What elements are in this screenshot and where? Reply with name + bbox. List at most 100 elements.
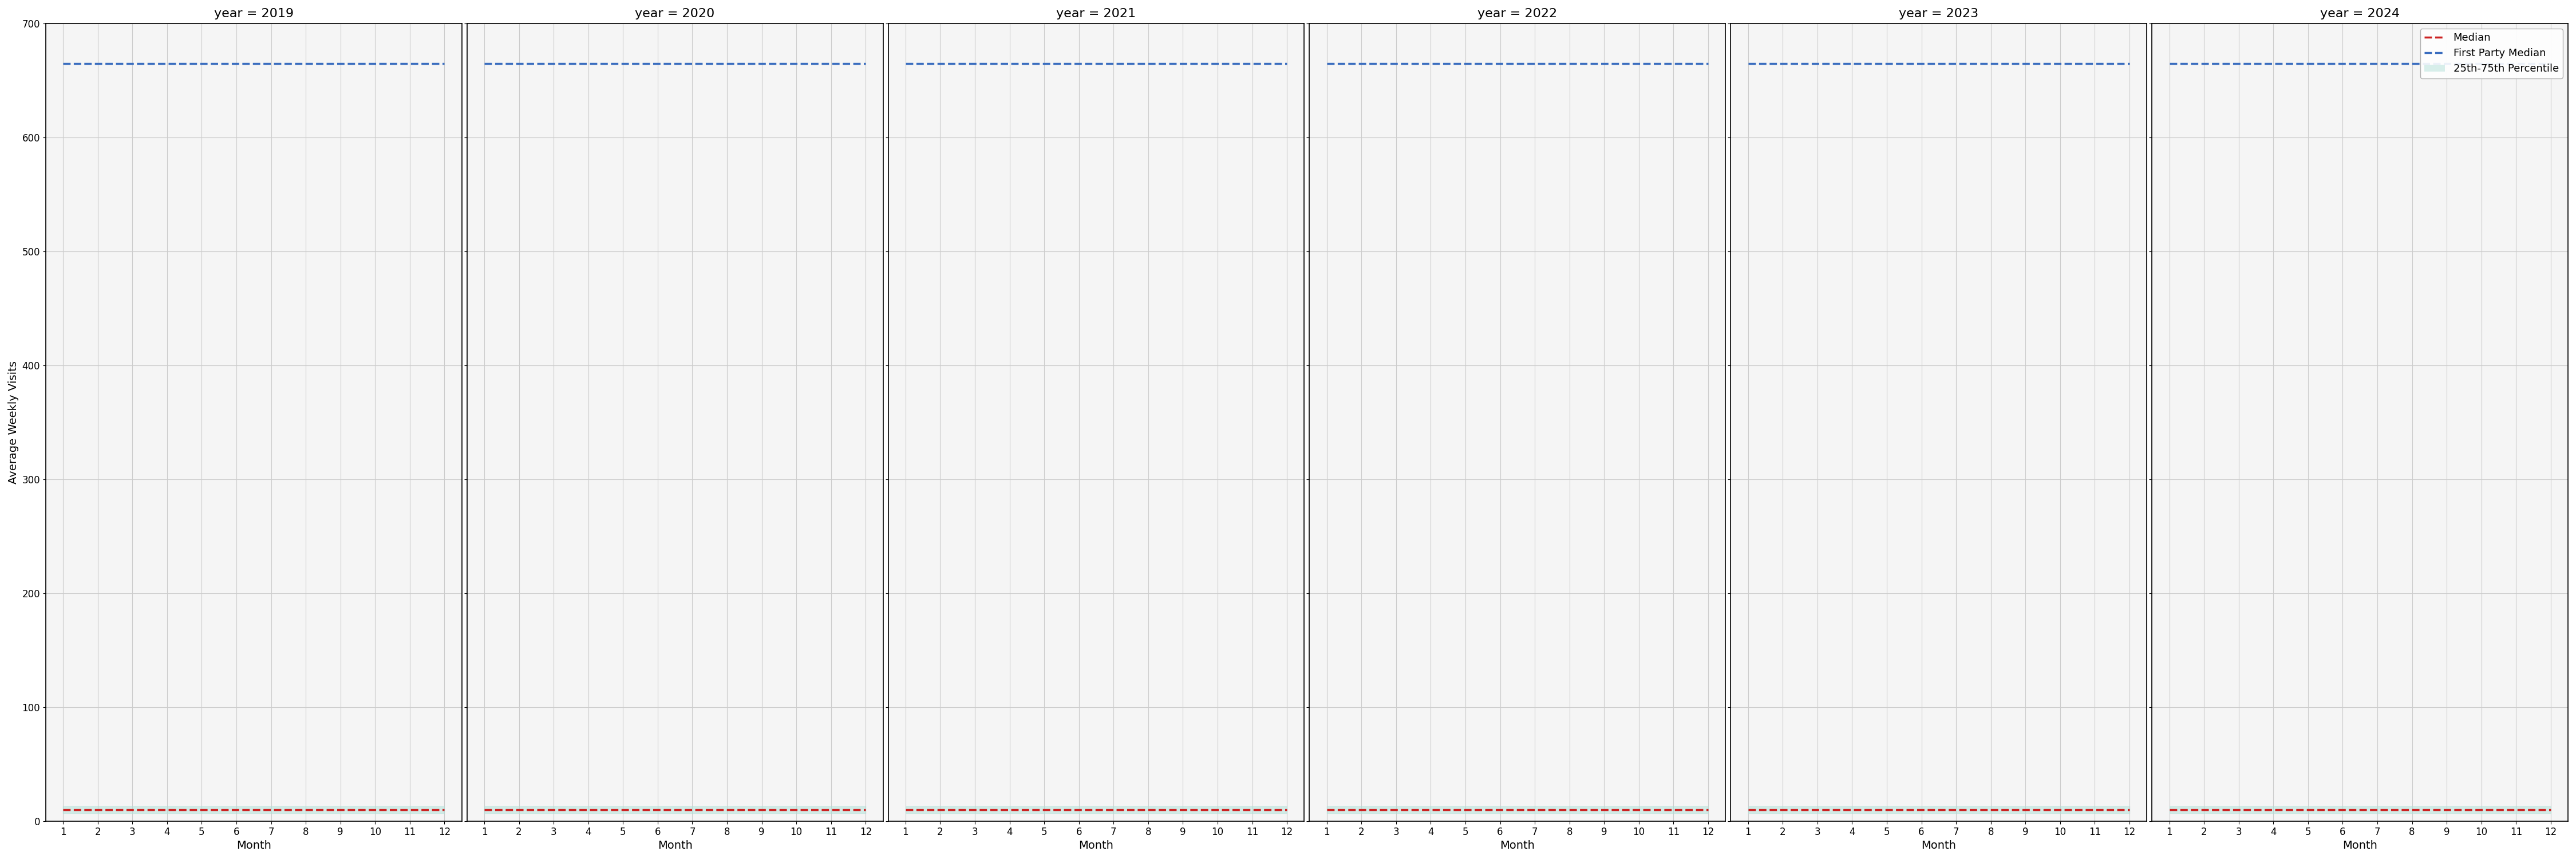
- First Party Median: [2432, 58, 2463, 69]
- Median: [502, 805, 533, 815]
- Median: [2501, 805, 2532, 815]
- Median: [1734, 805, 1765, 815]
- First Party Median: [222, 58, 252, 69]
- First Party Median: [1976, 58, 2007, 69]
- X-axis label: Month: Month: [1922, 840, 1955, 851]
- Median: [2396, 805, 2427, 815]
- First Party Median: [2115, 58, 2146, 69]
- First Party Median: [2045, 58, 2076, 69]
- Median: [1203, 805, 1234, 815]
- First Party Median: [185, 58, 216, 69]
- First Party Median: [1450, 58, 1481, 69]
- First Party Median: [711, 58, 742, 69]
- First Party Median: [1381, 58, 1412, 69]
- Median: [1064, 805, 1095, 815]
- Median: [291, 805, 322, 815]
- Median: [572, 805, 603, 815]
- Median: [994, 805, 1025, 815]
- Median: [116, 805, 147, 815]
- First Party Median: [1692, 58, 1723, 69]
- Median: [2326, 805, 2357, 815]
- First Party Median: [747, 58, 778, 69]
- Title: year = 2019: year = 2019: [214, 8, 294, 20]
- First Party Median: [1589, 58, 1620, 69]
- First Party Median: [572, 58, 603, 69]
- First Party Median: [2362, 58, 2393, 69]
- First Party Median: [394, 58, 425, 69]
- X-axis label: Month: Month: [1079, 840, 1113, 851]
- First Party Median: [82, 58, 113, 69]
- Median: [1940, 805, 1971, 815]
- First Party Median: [502, 58, 533, 69]
- First Party Median: [2293, 58, 2324, 69]
- Median: [781, 805, 811, 815]
- Median: [469, 805, 500, 815]
- First Party Median: [1236, 58, 1267, 69]
- First Party Median: [925, 58, 956, 69]
- First Party Median: [46, 58, 77, 69]
- Median: [958, 805, 989, 815]
- Legend: Median, First Party Median, 25th-75th Percentile: Median, First Party Median, 25th-75th Pe…: [2421, 28, 2563, 78]
- First Party Median: [850, 58, 881, 69]
- Title: year = 2020: year = 2020: [636, 8, 714, 20]
- Median: [2115, 805, 2146, 815]
- Median: [1347, 805, 1378, 815]
- Median: [1167, 805, 1198, 815]
- X-axis label: Month: Month: [657, 840, 693, 851]
- First Party Median: [1870, 58, 1901, 69]
- First Party Median: [2223, 58, 2254, 69]
- First Party Median: [1097, 58, 1128, 69]
- Y-axis label: Average Weekly Visits: Average Weekly Visits: [8, 361, 18, 484]
- Median: [46, 805, 77, 815]
- Median: [394, 805, 425, 815]
- First Party Median: [291, 58, 322, 69]
- Median: [1381, 805, 1412, 815]
- Median: [1589, 805, 1620, 815]
- First Party Median: [1064, 58, 1095, 69]
- First Party Median: [2465, 58, 2496, 69]
- Median: [1236, 805, 1267, 815]
- First Party Median: [781, 58, 811, 69]
- Median: [255, 805, 286, 815]
- First Party Median: [255, 58, 286, 69]
- First Party Median: [2257, 58, 2287, 69]
- Median: [82, 805, 113, 815]
- Median: [2009, 805, 2040, 815]
- X-axis label: Month: Month: [237, 840, 270, 851]
- First Party Median: [1623, 58, 1654, 69]
- Median: [1659, 805, 1690, 815]
- Median: [1028, 805, 1059, 815]
- Median: [1133, 805, 1164, 815]
- Median: [1450, 805, 1481, 815]
- Median: [1767, 805, 1798, 815]
- First Party Median: [2154, 58, 2184, 69]
- Median: [711, 805, 742, 815]
- Median: [361, 805, 392, 815]
- First Party Median: [2190, 58, 2221, 69]
- First Party Median: [2501, 58, 2532, 69]
- Median: [1553, 805, 1584, 815]
- First Party Median: [994, 58, 1025, 69]
- First Party Median: [1520, 58, 1551, 69]
- Median: [1976, 805, 2007, 815]
- Median: [1906, 805, 1937, 815]
- Median: [2154, 805, 2184, 815]
- First Party Median: [1837, 58, 1868, 69]
- First Party Median: [325, 58, 355, 69]
- First Party Median: [361, 58, 392, 69]
- First Party Median: [469, 58, 500, 69]
- Median: [2223, 805, 2254, 815]
- Median: [850, 805, 881, 815]
- First Party Median: [1203, 58, 1234, 69]
- Median: [1414, 805, 1445, 815]
- First Party Median: [1803, 58, 1834, 69]
- Median: [325, 805, 355, 815]
- First Party Median: [1767, 58, 1798, 69]
- First Party Median: [1167, 58, 1198, 69]
- Median: [1870, 805, 1901, 815]
- Median: [1692, 805, 1723, 815]
- Median: [538, 805, 569, 815]
- Median: [2465, 805, 2496, 815]
- Median: [222, 805, 252, 815]
- Median: [1837, 805, 1868, 815]
